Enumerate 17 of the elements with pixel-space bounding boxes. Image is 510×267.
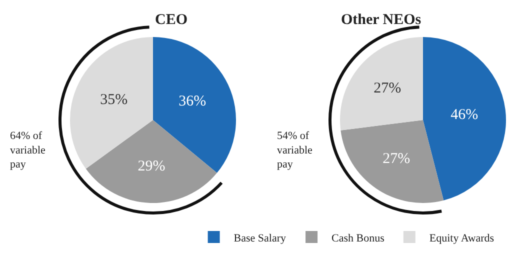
data-label: 35% — [100, 92, 128, 108]
data-label: 27% — [374, 80, 402, 97]
chart-title: CEO — [155, 12, 188, 28]
data-label: 27% — [382, 151, 410, 168]
chart-title: Other NEOs — [341, 12, 422, 28]
data-label: 29% — [138, 158, 166, 174]
pie-slice — [86, 120, 217, 203]
text: 64% of variable pay — [10, 130, 46, 171]
legend-label: Equity Awards — [429, 232, 494, 244]
legend-label: Base Salary — [234, 232, 287, 244]
data-label: 46% — [450, 106, 478, 123]
pie-slice — [423, 37, 506, 200]
text: 54% of variable pay — [277, 130, 313, 171]
data-label: 36% — [178, 93, 206, 110]
legend-label: Cash Bonus — [332, 232, 384, 244]
pie-slice — [340, 120, 444, 203]
pie-slice — [340, 37, 423, 130]
